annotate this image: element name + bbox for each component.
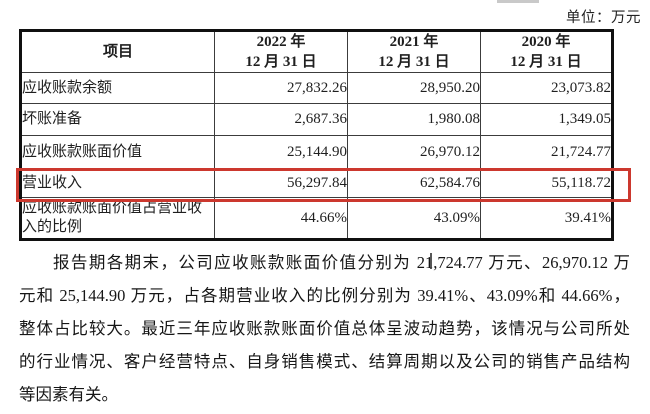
row-label: 营业收入	[20, 168, 215, 198]
table-row-ratio: 应收账款账面价值占营业收入的比例 44.66% 43.09% 39.41%	[20, 197, 613, 240]
cell-value: 26,970.12	[347, 135, 481, 169]
column-header-2020-date: 12 月 31 日	[510, 54, 582, 70]
analysis-paragraph: 报告期各期末，公司应收账款账面价值分别为 21,724.77 万元、26,970…	[19, 246, 630, 411]
column-header-2020: 2020 年 12 月 31 日	[480, 30, 613, 73]
cell-value: 39.41%	[480, 197, 613, 240]
cell-value: 28,950.20	[347, 72, 481, 104]
paragraph-line: 报告期各期末，公司应收账款账面价值分别为 21,724.77 万元、26,970…	[53, 253, 630, 272]
cell-value: 23,073.82	[480, 72, 613, 104]
cell-value: 1,980.08	[347, 103, 481, 136]
row-label: 应收账款账面价值占营业收入的比例	[20, 197, 215, 240]
column-header-2021-date: 12 月 31 日	[378, 54, 450, 70]
receivables-table: 项目 2022 年 12 月 31 日 2021 年 12 月 31 日 202…	[19, 29, 614, 241]
column-header-2021: 2021 年 12 月 31 日	[347, 30, 481, 73]
row-label: 坏账准备	[20, 103, 215, 136]
paragraph-line: 的行业情况、客户经营特点、自身销售模式、结算周期以及公司的销售产品结构	[19, 352, 630, 371]
column-header-2022-year: 2022 年	[256, 34, 306, 50]
cell-value: 62,584.76	[347, 168, 481, 198]
column-header-2022-date: 12 月 31 日	[245, 54, 317, 70]
column-header-2020-year: 2020 年	[521, 34, 571, 50]
row-label: 应收账款账面价值	[20, 135, 215, 169]
cell-value: 55,118.72	[480, 168, 613, 198]
cell-value: 44.66%	[214, 197, 348, 240]
paragraph-line: 元和 25,144.90 万元，占各期营业收入的比例分别为 39.41%、43.…	[19, 286, 630, 305]
cell-value: 27,832.26	[214, 72, 348, 104]
cell-value: 56,297.84	[214, 168, 348, 198]
cell-value: 2,687.36	[214, 103, 348, 136]
cell-value: 25,144.90	[214, 135, 348, 169]
cell-value: 21,724.77	[480, 135, 613, 169]
column-header-2021-year: 2021 年	[389, 34, 439, 50]
cell-value: 43.09%	[347, 197, 481, 240]
paragraph-line: 等因素有关。	[19, 385, 118, 404]
scan-smudge-artifact	[497, 0, 539, 3]
table-row-bad-debt-provision: 坏账准备 2,687.36 1,980.08 1,349.05	[20, 103, 613, 136]
row-label: 应收账款余额	[20, 72, 215, 104]
cell-value: 1,349.05	[480, 103, 613, 136]
table-header-row: 项目 2022 年 12 月 31 日 2021 年 12 月 31 日 202…	[20, 30, 613, 73]
scan-line-artifact	[430, 253, 432, 269]
unit-label: 单位：万元	[566, 10, 641, 26]
paragraph-line: 整体占比较大。最近三年应收账款账面价值总体呈波动趋势，该情况与公司所处	[19, 319, 630, 338]
column-header-item: 项目	[20, 30, 215, 73]
column-header-2022: 2022 年 12 月 31 日	[214, 30, 348, 73]
table-row-receivables-book-value: 应收账款账面价值 25,144.90 26,970.12 21,724.77	[20, 135, 613, 169]
table-row-receivables-balance: 应收账款余额 27,832.26 28,950.20 23,073.82	[20, 72, 613, 104]
table-row-operating-revenue: 营业收入 56,297.84 62,584.76 55,118.72	[20, 168, 613, 198]
